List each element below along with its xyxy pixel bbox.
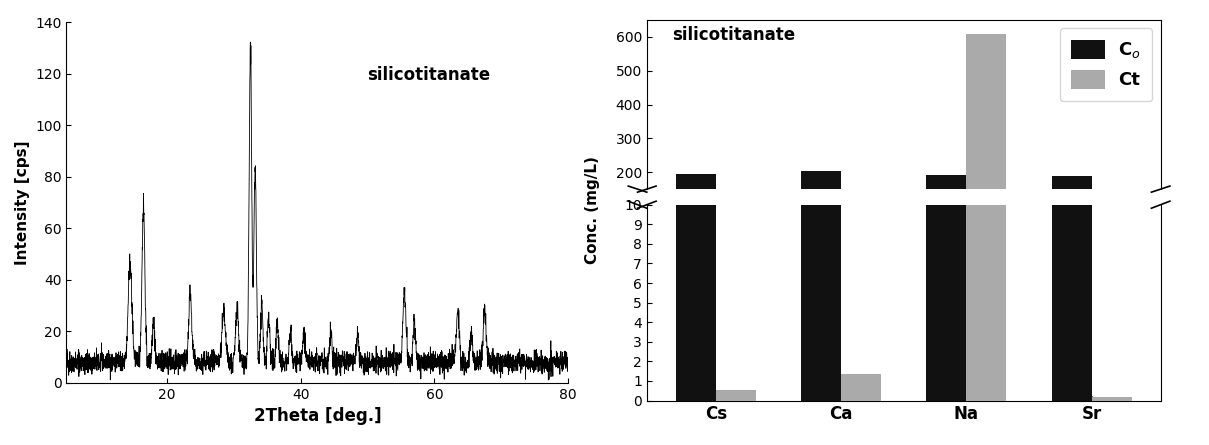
Legend: C$_o$, Ct: C$_o$, Ct bbox=[1060, 28, 1152, 101]
Bar bbox=[841, 374, 881, 400]
Bar bbox=[1052, 205, 1092, 400]
Bar bbox=[966, 33, 1006, 240]
X-axis label: 2Theta [deg.]: 2Theta [deg.] bbox=[254, 407, 381, 425]
Bar bbox=[676, 205, 716, 400]
Bar bbox=[1092, 396, 1132, 400]
Text: Conc. (mg/L): Conc. (mg/L) bbox=[585, 156, 600, 264]
Text: silicotitanate: silicotitanate bbox=[368, 66, 491, 84]
Bar bbox=[926, 175, 966, 240]
Bar bbox=[966, 205, 1006, 400]
Y-axis label: Intensity [cps]: Intensity [cps] bbox=[15, 140, 30, 265]
Bar bbox=[802, 170, 841, 240]
Bar bbox=[802, 205, 841, 400]
Bar bbox=[676, 174, 716, 240]
Text: silicotitanate: silicotitanate bbox=[672, 26, 796, 44]
Bar bbox=[716, 390, 756, 400]
Bar bbox=[1052, 176, 1092, 240]
Bar bbox=[926, 205, 966, 400]
